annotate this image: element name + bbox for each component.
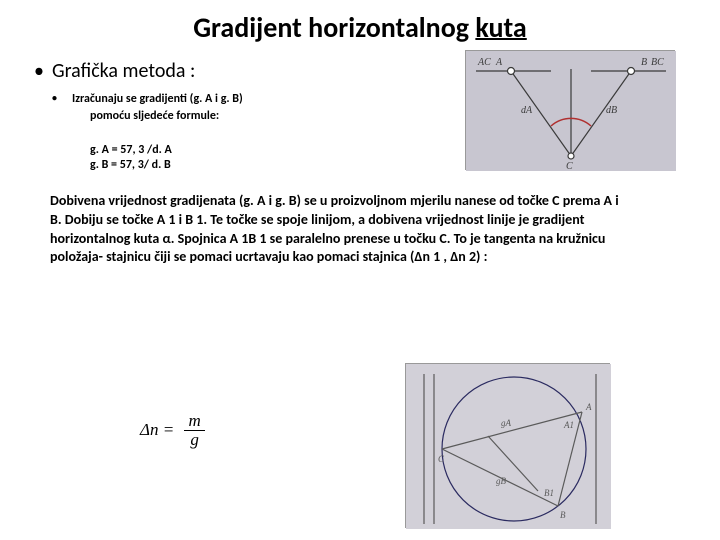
svg-text:BC: BC — [651, 57, 664, 68]
sub-line-2: pomoću sljedeće formule: — [72, 108, 219, 125]
diagram-top-svg: A B C dA dB AC BC — [466, 51, 676, 171]
fraction: m g — [184, 412, 204, 450]
svg-text:dA: dA — [521, 105, 533, 116]
slide-title: Gradijent horizontalnog kuta — [0, 0, 720, 45]
svg-text:B1: B1 — [544, 488, 554, 498]
title-underlined: kuta — [475, 10, 526, 45]
svg-text:B: B — [641, 57, 647, 68]
main-paragraph: Dobivena vrijednost gradijenata (g. A i … — [0, 174, 660, 268]
fraction-denominator: g — [184, 431, 204, 450]
svg-text:gB: gB — [496, 476, 507, 486]
title-plain: Gradijent horizontalnog — [193, 10, 475, 45]
svg-text:A1: A1 — [563, 420, 574, 430]
formula-lhs: Δn — [140, 420, 158, 439]
sub-line-1: Izračunaju se gradijenti (g. A i g. B) — [72, 92, 243, 106]
diagram-bottom-svg: C A B A1 B1 gA gB — [406, 364, 611, 529]
equals-sign: = — [163, 420, 179, 439]
svg-text:C: C — [566, 161, 573, 171]
svg-text:B: B — [560, 510, 566, 520]
svg-text:A: A — [585, 402, 592, 412]
fraction-numerator: m — [184, 412, 204, 432]
svg-text:dB: dB — [606, 105, 617, 116]
diagram-bottom: C A B A1 B1 gA gB — [405, 363, 610, 528]
diagram-top: A B C dA dB AC BC — [465, 50, 675, 170]
svg-text:gA: gA — [501, 418, 512, 428]
svg-text:A: A — [495, 57, 503, 68]
formula-delta-n: Δn = m g — [140, 412, 205, 450]
svg-text:AC: AC — [477, 57, 491, 68]
svg-text:C: C — [438, 454, 445, 464]
